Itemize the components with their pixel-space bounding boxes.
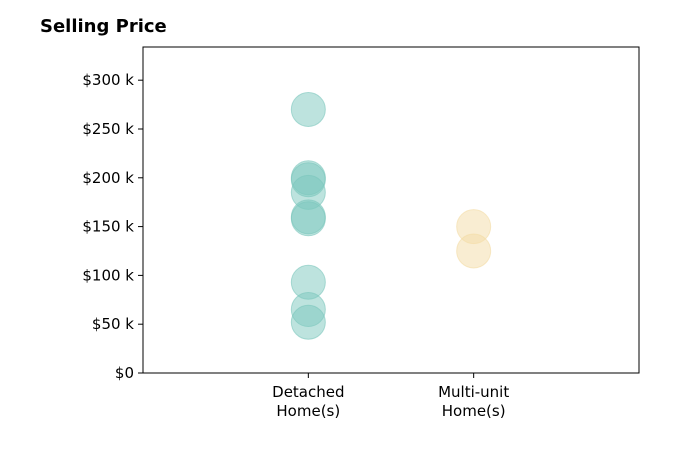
y-tick-label: $250 k: [82, 120, 134, 138]
y-tick-label: $200 k: [82, 169, 134, 187]
x-axis: Detached Home(s) Multi-unit Home(s): [272, 373, 509, 420]
y-tick-label: $50 k: [92, 315, 134, 333]
y-tick-label: $300 k: [82, 71, 134, 89]
plot-frame: [142, 46, 640, 374]
y-tick-label: $150 k: [82, 218, 134, 236]
y-axis: $0 $50 k $100 k $150 k $200 k $250 k $300 k: [82, 71, 143, 382]
x-tick-label: Detached Home(s): [272, 383, 344, 420]
data-point: [290, 91, 326, 127]
x-tick-label: Multi-unit Home(s): [438, 383, 509, 420]
data-point: [290, 304, 326, 340]
data-point: [456, 233, 492, 269]
y-tick-label: $0: [115, 364, 134, 382]
chart-title: Selling Price: [40, 16, 167, 37]
data-points: [290, 91, 492, 340]
data-point: [290, 201, 326, 237]
y-tick-label: $100 k: [82, 266, 134, 284]
